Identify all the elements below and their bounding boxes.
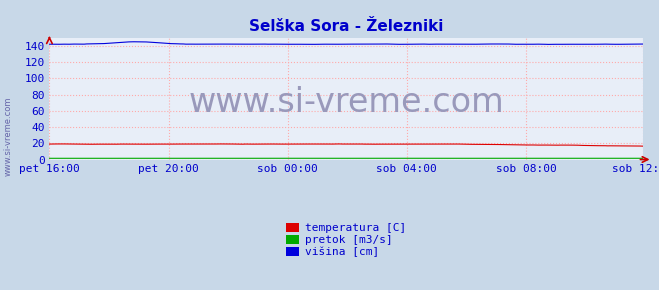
Text: www.si-vreme.com: www.si-vreme.com: [4, 97, 13, 176]
Title: Selška Sora - Železniki: Selška Sora - Železniki: [249, 19, 443, 34]
Legend: temperatura [C], pretok [m3/s], višina [cm]: temperatura [C], pretok [m3/s], višina […: [286, 223, 406, 258]
Text: www.si-vreme.com: www.si-vreme.com: [188, 86, 504, 119]
